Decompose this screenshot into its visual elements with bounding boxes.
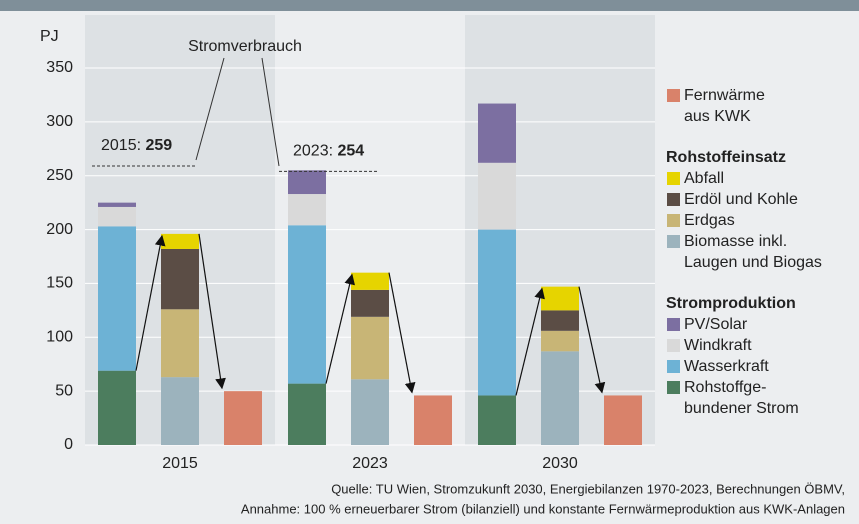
annotation: Stromverbrauch: [188, 38, 302, 55]
bar-segment: [541, 351, 579, 445]
legend-swatch: [667, 339, 680, 352]
bar-segment: [288, 194, 326, 226]
reference-label: 2023: 254: [293, 143, 364, 160]
legend-label: Erdöl und Kohle: [684, 191, 798, 208]
bar-segment: [351, 289, 389, 317]
bar-segment: [478, 103, 516, 163]
y-tick-label: 350: [46, 59, 73, 76]
bar-segment: [224, 391, 262, 445]
bar-segment: [98, 370, 136, 445]
bar-segment: [98, 226, 136, 371]
top-band: [0, 0, 859, 11]
legend-swatch: [667, 214, 680, 227]
bar-segment: [161, 309, 199, 378]
legend-label: Abfall: [684, 170, 724, 187]
bar-segment: [604, 395, 642, 445]
bar-segment: [161, 377, 199, 445]
legend-title: Stromproduktion: [666, 295, 796, 312]
bar-segment: [478, 162, 516, 230]
legend-swatch: [667, 89, 680, 102]
reference-label-text: 2023:: [293, 143, 333, 160]
y-tick-label: 250: [46, 167, 73, 184]
arrow: [325, 273, 355, 384]
reference-value: 259: [146, 137, 173, 154]
bar-segment: [288, 383, 326, 445]
bar-segment: [478, 229, 516, 396]
legend-label: Rohstoffge-bundener Strom: [684, 379, 799, 417]
y-tick-label: 150: [46, 275, 73, 292]
reference-label-text: 2015:: [101, 137, 141, 154]
bar-segment: [288, 225, 326, 384]
legend-title: Rohstoffeinsatz: [666, 149, 786, 166]
legend-swatch: [667, 318, 680, 331]
legend-swatch: [667, 235, 680, 248]
arrow: [198, 233, 226, 390]
x-tick-label: 2015: [162, 455, 198, 472]
leader-line: [195, 57, 225, 161]
source: Annahme: 100 % erneuerbarer Strom (bilan…: [241, 501, 845, 516]
reference-label: 2015: 259: [101, 137, 172, 154]
legend-label: Erdgas: [684, 212, 735, 229]
legend-label: Biomasse inkl. Laugen und Biogas: [684, 233, 822, 271]
y-tick-label: 0: [64, 436, 73, 453]
bar-segment: [351, 272, 389, 290]
legend-label: PV/Solar: [684, 316, 748, 333]
legend-label: Windkraft: [684, 337, 752, 354]
legend-swatch: [667, 381, 680, 394]
bar-segment: [161, 233, 199, 249]
bar-segment: [288, 170, 326, 195]
y-tick-label: 100: [46, 329, 73, 346]
x-tick-label: 2030: [542, 455, 578, 472]
bar-segment: [351, 379, 389, 445]
y-axis-label: PJ: [40, 28, 59, 45]
source: Quelle: TU Wien, Stromzukunft 2030, Ener…: [331, 481, 845, 496]
bar-segment: [98, 206, 136, 227]
bar-segment: [541, 330, 579, 352]
y-tick-label: 300: [46, 113, 73, 130]
legend-label: Wasserkraft: [684, 358, 769, 375]
y-tick-label: 200: [46, 221, 73, 238]
bar-segment: [351, 316, 389, 380]
leader-line: [261, 57, 280, 167]
bar-segment: [161, 248, 199, 310]
bar-segment: [541, 310, 579, 331]
arrow: [135, 234, 166, 371]
bar-segment: [98, 202, 136, 207]
x-tick-label: 2023: [352, 455, 388, 472]
bar-segment: [414, 395, 452, 445]
reference-value: 254: [338, 143, 365, 160]
arrow: [515, 287, 545, 396]
legend-label: Fernwärme aus KWK: [684, 87, 765, 125]
legend-swatch: [667, 172, 680, 185]
arrow: [578, 286, 606, 394]
bar-segment: [541, 286, 579, 311]
y-tick-label: 50: [55, 382, 73, 399]
arrow: [388, 272, 416, 394]
legend-swatch: [667, 360, 680, 373]
bar-segment: [478, 395, 516, 445]
legend-swatch: [667, 193, 680, 206]
